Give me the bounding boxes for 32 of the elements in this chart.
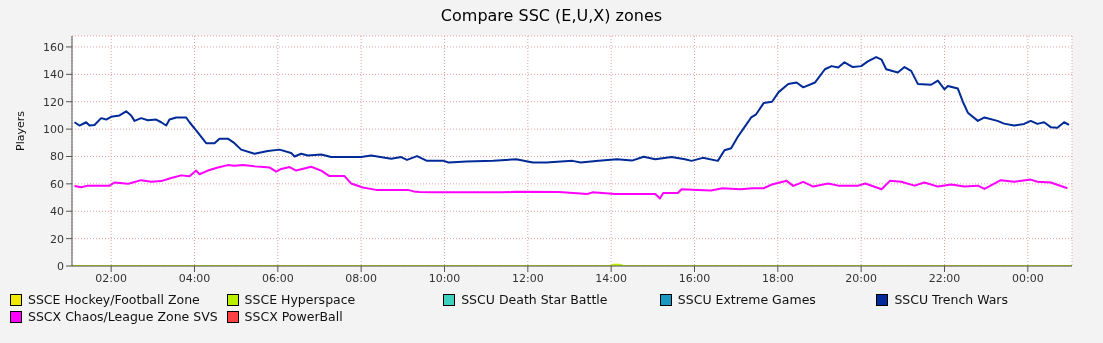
y-tick-label: 0: [57, 259, 64, 273]
x-tick-label: 18:00: [761, 271, 794, 285]
y-tick-label: 140: [43, 68, 64, 82]
x-tick-label: 06:00: [261, 271, 294, 285]
legend-label: SSCX Chaos/League Zone SVS: [28, 309, 218, 324]
x-tick-label: 22:00: [928, 271, 961, 285]
chart-title: Compare SSC (E,U,X) zones: [439, 5, 664, 27]
x-tick-label: 14:00: [595, 271, 628, 285]
x-tick-label: 04:00: [178, 271, 211, 285]
y-tick-label: 100: [43, 123, 64, 136]
legend-label: SSCE Hockey/Football Zone: [28, 292, 200, 307]
x-tick-label: 08:00: [345, 271, 378, 285]
legend-label: SSCX PowerBall: [244, 309, 343, 324]
x-tick-label: 12:00: [511, 271, 544, 285]
x-tick-label: 02:00: [95, 271, 128, 285]
y-tick-label: 80: [50, 150, 64, 164]
x-tick-label: 16:00: [678, 271, 711, 285]
y-tick-label: 120: [43, 95, 64, 109]
y-tick-label: 60: [50, 177, 64, 191]
x-tick-label: 10:00: [428, 271, 461, 285]
y-tick-label: 40: [50, 205, 64, 219]
line-series: [73, 56, 1071, 164]
y-axis-title: Players: [13, 110, 27, 151]
line-series: [73, 164, 1069, 200]
x-tick-label: 20:00: [845, 271, 878, 285]
legend-label: SSCU Trench Wars: [894, 292, 1009, 307]
x-tick-label: 00:00: [1011, 271, 1044, 285]
legend-label: SSCU Death Star Battle: [461, 292, 608, 307]
y-tick-label: 20: [50, 232, 64, 246]
legend-label: SSCE Hyperspace: [244, 292, 356, 307]
legend-label: SSCU Extreme Games: [677, 292, 816, 307]
y-tick-label: 160: [43, 40, 64, 54]
